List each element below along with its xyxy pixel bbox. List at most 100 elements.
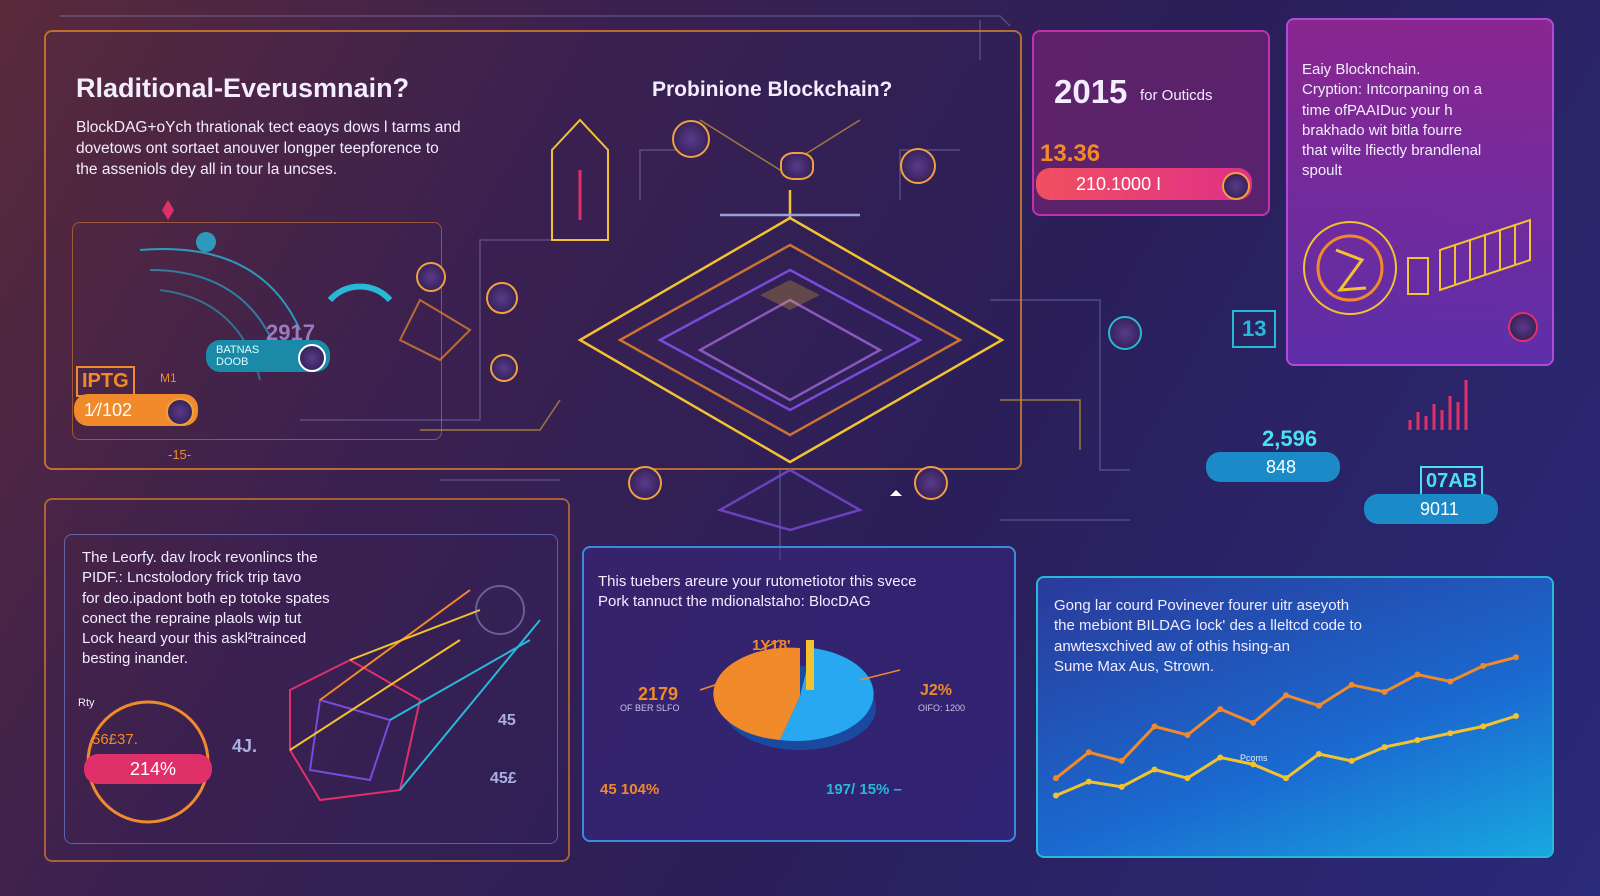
coin-icon	[166, 398, 194, 426]
line-point	[1217, 706, 1224, 713]
right-pill-b: 9011	[1364, 494, 1498, 524]
line-series-0	[1055, 655, 1517, 780]
left-value: 1⁄/102	[84, 399, 133, 420]
text-line: Pork tannuct the mdionalstaho: BlocDAG	[598, 593, 871, 611]
line-point	[1151, 723, 1158, 730]
bottom-left-mark-a: 4J.	[232, 736, 258, 756]
text-line: anwtesxchived aw of othis hsing-an	[1054, 637, 1290, 655]
bottom-left-mark-c: 45£	[490, 770, 517, 787]
bottom-left-text: The Leorfy. dav lrock revonlincs the PID…	[82, 548, 330, 670]
pie-slice-orange	[713, 647, 800, 740]
pie-left-value: 2179	[638, 684, 679, 704]
text-line: brakhado wit bitla fourre	[1302, 121, 1463, 139]
line-point	[1053, 775, 1059, 782]
line-point	[1513, 713, 1519, 719]
stats-year: 2015	[1054, 73, 1128, 110]
diagram-layer-base	[697, 298, 883, 402]
line-point	[1348, 681, 1355, 688]
bottom-left-panel	[44, 498, 570, 862]
line-point	[1217, 754, 1224, 761]
text-line: Sume Max Aus, Strown.	[1054, 657, 1215, 675]
text-line: conect the repraine plaols wip tut	[82, 609, 302, 627]
bottom-right-text: Gong lar courd Povinever fourer uitr ase…	[1054, 596, 1362, 677]
coin-icon	[672, 120, 710, 158]
diagram-layer-lower	[716, 468, 864, 532]
stats-year-suffix: for Outicds	[1140, 87, 1213, 104]
text-line: This tuebers areure your rutometiotor th…	[598, 573, 917, 590]
line-point	[1085, 778, 1092, 785]
right-badge: 13	[1232, 310, 1277, 348]
coin-icon	[780, 152, 814, 180]
line-point	[1315, 702, 1322, 709]
line-point	[1151, 766, 1158, 773]
line-point	[1414, 737, 1421, 744]
line-point	[1480, 723, 1487, 730]
intro-line: the asseniols dey all in tour la uncses.	[76, 160, 338, 178]
text-line: that wilte lfiectly brandlenal	[1302, 142, 1482, 159]
top-right-panel	[1286, 18, 1554, 366]
coin-icon	[914, 466, 948, 500]
coin-icon	[1108, 316, 1142, 350]
right-value-a-sub: 848	[1266, 456, 1297, 477]
text-line: Eaiy Blocknchain.	[1302, 61, 1421, 78]
bottom-left-value-small: 56£37.	[92, 731, 138, 748]
line-point	[1447, 730, 1454, 737]
pie-footer-right: 197/ 15% –	[826, 781, 902, 798]
pie-slice-blue	[780, 648, 874, 742]
text-line: time ofPAAIDuc your h	[1302, 101, 1453, 119]
intro-text: BlockDAG+oYch thrationak tect eaoys dows…	[76, 118, 461, 181]
line-point	[1184, 732, 1191, 738]
text-line: Gong lar courd Povinever fourer uitr ase…	[1054, 597, 1350, 614]
text-line: PIDF.: Lncstolodory frick trip tavo	[82, 569, 302, 587]
coin-icon	[416, 262, 446, 292]
line-point	[1118, 757, 1125, 764]
bottom-left-mark-b: 45	[498, 712, 516, 729]
right-value-b-sub: 9011	[1420, 498, 1459, 519]
left-chart-frame	[72, 222, 442, 440]
line-point	[1250, 761, 1257, 768]
line-point	[1283, 775, 1289, 782]
title-center: Probinione Blockchain?	[652, 78, 893, 101]
stats-value-2: 210.1000 I	[1076, 173, 1162, 194]
line-point	[1283, 692, 1289, 699]
left-tag-small: M1	[160, 371, 177, 385]
tower-shape	[551, 118, 609, 241]
line-point	[1118, 783, 1125, 790]
text-line: for deo.ipadont both ep totoke spates	[82, 589, 330, 607]
stats-value-1: 13.36	[1040, 140, 1101, 167]
line-point	[1315, 751, 1322, 757]
line-point	[1085, 749, 1092, 756]
coin-icon	[298, 344, 326, 372]
top-right-text: Eaiy Blocknchain. Cryption: Intcorpaning…	[1302, 60, 1482, 182]
left-pill-label: BATNAS	[216, 344, 260, 356]
line-point	[1184, 775, 1191, 782]
text-line: besting inander.	[82, 650, 188, 668]
pie-right-sub: OIFO: 1200	[918, 703, 966, 713]
title-left: Rladitional-Everusmnain?	[76, 73, 410, 103]
left-dash-label: -15-	[168, 447, 192, 462]
pie-footer-left: 45 104%	[600, 781, 660, 798]
text-line: spoult	[1302, 162, 1343, 180]
intro-line: dovetows ont sortaet anouver longper tee…	[76, 139, 439, 157]
text-line: The Leorfy. dav lrock revonlincs the	[82, 549, 318, 566]
coin-icon	[486, 282, 518, 314]
stats-value-pill: 210.1000 I	[1036, 168, 1252, 200]
line-point	[1480, 662, 1487, 669]
line-point	[1250, 719, 1257, 726]
coin-icon	[628, 466, 662, 500]
diagram-layer-outer	[577, 216, 1005, 464]
coin-icon	[900, 148, 936, 184]
bottom-left-label: Rty	[78, 697, 95, 709]
text-line: Lock heard your this askl²trainced	[82, 630, 307, 647]
pie-label-top: 1Y18'	[752, 637, 791, 654]
left-pill-sublabel: DOOB	[216, 356, 249, 368]
intro-line: BlockDAG+oYch thrationak tect eaoys dows…	[76, 119, 461, 136]
right-pill-a: 848	[1206, 452, 1340, 482]
line-point	[1381, 744, 1388, 751]
diagram-layer-inner	[657, 268, 923, 412]
coin-icon	[1508, 312, 1538, 342]
line-point	[1513, 654, 1519, 661]
